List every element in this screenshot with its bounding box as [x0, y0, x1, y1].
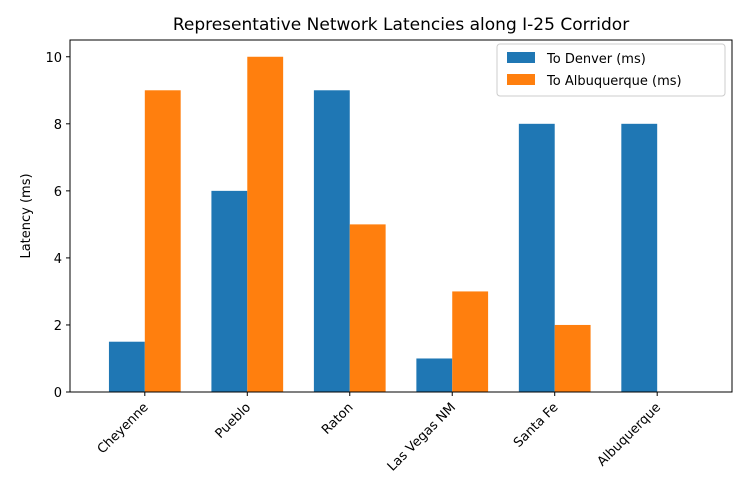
bar-albuquerque-0 — [144, 90, 181, 393]
x-tick-label: Santa Fe — [511, 400, 562, 451]
x-tick-label: Raton — [319, 400, 356, 437]
y-axis-label: Latency (ms) — [19, 173, 34, 258]
bar-albuquerque-2 — [349, 224, 386, 392]
y-tick-label: 4 — [54, 252, 62, 267]
x-tick-label: Las Vegas NM — [385, 400, 459, 474]
legend-label: To Albuquerque (ms) — [546, 74, 682, 89]
x-tick-label: Albuquerque — [595, 400, 664, 469]
legend-box — [496, 43, 726, 97]
chart-title: Representative Network Latencies along I… — [173, 15, 629, 35]
bar-denver-3 — [416, 358, 453, 392]
bar-denver-5 — [621, 123, 658, 393]
bar-denver-4 — [518, 123, 555, 393]
bar-denver-0 — [108, 341, 145, 392]
y-axis-ticks: 0 2 4 6 8 10 — [45, 51, 70, 401]
legend: To Denver (ms) To Albuquerque (ms) — [496, 43, 726, 97]
y-tick-label: 0 — [54, 386, 62, 401]
bars-group — [108, 56, 658, 393]
plot-frame — [69, 39, 733, 393]
y-tick-label: 8 — [54, 118, 62, 133]
bar-albuquerque-1 — [247, 56, 284, 393]
bar-denver-1 — [211, 190, 248, 392]
bar-albuquerque-3 — [452, 291, 489, 392]
x-axis-ticks: Cheyenne Pueblo Raton Las Vegas NM Santa Fe A… — [95, 392, 664, 475]
y-tick-label: 10 — [45, 51, 62, 66]
legend-swatch — [507, 74, 535, 85]
y-tick-label: 6 — [54, 185, 62, 200]
bar-albuquerque-4 — [554, 324, 591, 392]
legend-swatch — [507, 52, 535, 63]
y-tick-label: 2 — [54, 319, 62, 334]
x-tick-label: Cheyenne — [95, 400, 152, 457]
legend-label: To Denver (ms) — [546, 52, 646, 67]
bar-denver-2 — [313, 90, 350, 393]
x-tick-label: Pueblo — [213, 400, 255, 442]
